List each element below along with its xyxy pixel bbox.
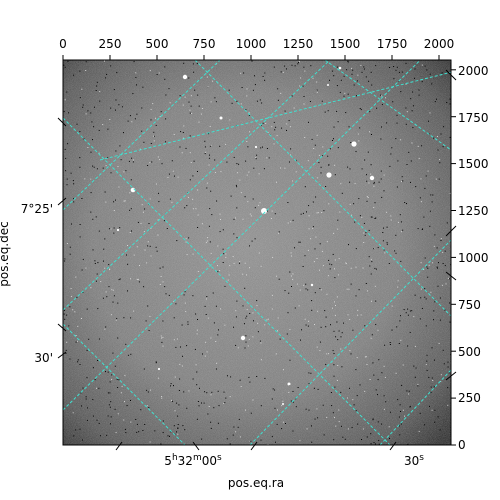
star	[282, 403, 284, 405]
star	[287, 382, 291, 386]
right-tick-label: 1500	[458, 157, 489, 171]
star	[327, 84, 329, 86]
right-axis: 0 250 500 750 1000 1250 1500 1750 2000	[458, 64, 489, 452]
top-tick-label: 1500	[330, 37, 361, 51]
grid-line	[63, 117, 391, 445]
bright-stars	[116, 66, 375, 405]
bottom-tick-label-ra: 5h32m00s	[164, 453, 222, 468]
star	[338, 66, 342, 70]
tick-mark	[445, 271, 457, 281]
star	[369, 175, 375, 181]
star	[157, 367, 161, 371]
tick-mark	[445, 371, 457, 381]
grid-line	[63, 60, 331, 311]
star	[326, 172, 332, 178]
tick-mark	[445, 225, 457, 237]
top-tick-label: 2000	[424, 37, 455, 51]
top-tick-label: 1250	[283, 37, 314, 51]
star	[261, 208, 267, 214]
tick-mark	[57, 351, 67, 359]
tick-mark	[250, 441, 258, 451]
right-tick-label: 0	[458, 438, 466, 452]
top-tick-label: 0	[59, 37, 67, 51]
top-tick-label: 750	[193, 37, 216, 51]
grid-line	[99, 71, 451, 161]
grid-line	[379, 369, 451, 445]
left-tick-label: 30'	[34, 351, 53, 365]
tick-mark	[57, 323, 67, 332]
star	[182, 74, 188, 80]
tick-mark	[57, 117, 67, 127]
right-tick-label: 1250	[458, 204, 489, 218]
top-axis: 0 250 500 750 1000 1250 1500 1750 2000	[59, 37, 454, 51]
left-tick-label: 7°25'	[21, 202, 53, 216]
top-tick-label: 1750	[377, 37, 408, 51]
bottom-axis: 5h32m00s 30s	[164, 453, 424, 468]
right-tick-label: 250	[458, 391, 481, 405]
star	[351, 141, 357, 147]
star	[219, 116, 223, 120]
top-tick-label: 1000	[236, 37, 267, 51]
star	[116, 228, 120, 232]
left-axis: 7°25' 30'	[21, 202, 53, 365]
plot-frame	[62, 59, 452, 446]
bottom-tick-label-ra: 30s	[404, 453, 424, 468]
grid-line	[249, 239, 451, 445]
tick-mark	[57, 197, 67, 206]
grid-line	[63, 60, 221, 211]
top-tick-label: 500	[146, 37, 169, 51]
y-axis-label: pos.eq.dec	[0, 221, 11, 286]
star	[310, 283, 314, 287]
noise-speckles	[63, 60, 451, 445]
grid-line	[324, 60, 451, 151]
star	[240, 335, 246, 341]
grid-line	[194, 60, 451, 317]
tick-mark	[445, 69, 457, 81]
star	[254, 145, 258, 149]
grid-line	[63, 323, 186, 445]
right-tick-label: 2000	[458, 64, 489, 78]
right-tick-label: 500	[458, 345, 481, 359]
coordinate-grid	[63, 60, 451, 445]
top-tick-label: 250	[99, 37, 122, 51]
tick-marks	[57, 55, 457, 451]
right-tick-label: 1000	[458, 251, 489, 265]
right-tick-label: 1750	[458, 111, 489, 125]
tick-mark	[192, 441, 200, 451]
tick-mark	[389, 441, 397, 451]
sky-image	[63, 60, 451, 445]
grid-line	[63, 60, 422, 411]
tick-mark	[115, 441, 123, 451]
right-tick-label: 750	[458, 298, 481, 312]
x-axis-label: pos.eq.ra	[228, 476, 284, 490]
